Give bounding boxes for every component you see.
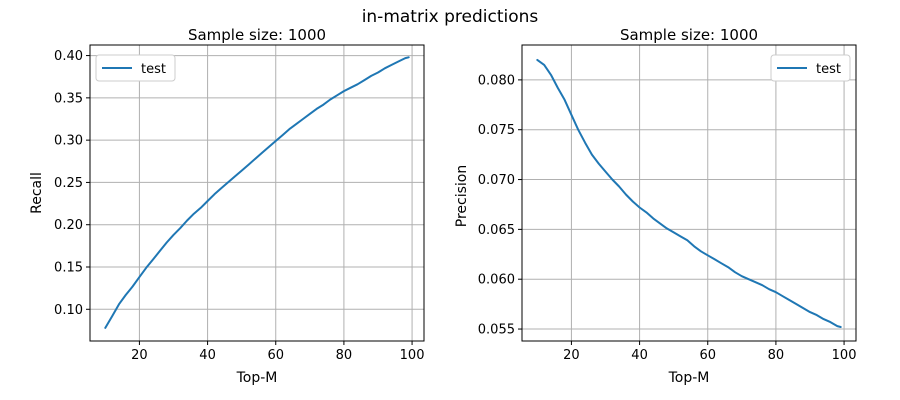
precision-legend-box [770, 54, 851, 82]
precision-y-tick-label: 0.080 [478, 73, 515, 88]
recall-x-tick-label: 80 [336, 348, 353, 363]
precision-y-tick-label: 0.075 [478, 123, 515, 138]
recall-series [104, 56, 410, 329]
recall-y-ticks: 0.10 0.15 0.20 0.25 0.30 0.35 0.40 [54, 49, 90, 318]
precision-test-series-line [536, 58, 842, 328]
recall-x-tick-label: 100 [400, 348, 425, 363]
recall-y-tick-label: 0.35 [54, 91, 83, 106]
recall-y-tick-label: 0.10 [54, 303, 83, 318]
precision-y-tick-label: 0.070 [478, 173, 515, 188]
precision-x-axis-label: Top-M [668, 370, 710, 386]
recall-y-axis-label: Recall [29, 172, 45, 214]
precision-y-tick-label: 0.060 [478, 273, 515, 288]
precision-y-tick-label: 0.055 [478, 323, 515, 338]
precision-x-tick-label: 80 [768, 348, 785, 363]
precision-legend: test [770, 54, 851, 82]
recall-y-tick-label: 0.15 [54, 261, 83, 276]
precision-x-tick-label: 20 [563, 348, 580, 363]
recall-legend-label: test [141, 62, 166, 77]
precision-x-ticks: 20 40 60 80 100 [563, 341, 856, 363]
recall-y-tick-label: 0.40 [54, 49, 83, 64]
recall-y-tick-label: 0.20 [54, 218, 83, 233]
precision-legend-label: test [816, 62, 841, 77]
precision-panel: 20 40 60 80 100 0.0550.0600.0650.0700.0750.0… [454, 26, 857, 386]
precision-y-tick-label: 0.065 [478, 223, 515, 238]
recall-x-axis-label: Top-M [236, 370, 278, 386]
recall-y-tick-label: 0.30 [54, 134, 83, 149]
precision-x-tick-label: 40 [631, 348, 648, 363]
recall-grid [90, 45, 424, 341]
figure-suptitle: in-matrix predictions [362, 7, 539, 27]
recall-test-series-line [104, 56, 410, 329]
precision-chart-title: Sample size: 1000 [620, 26, 758, 44]
recall-y-tick-label: 0.25 [54, 176, 83, 191]
precision-x-tick-label: 100 [832, 348, 857, 363]
precision-series [536, 58, 842, 328]
recall-x-ticks: 20 40 60 80 100 [131, 341, 424, 363]
recall-x-tick-label: 60 [267, 348, 284, 363]
recall-axes-frame [89, 44, 425, 342]
precision-x-tick-label: 60 [699, 348, 716, 363]
precision-axes-frame [521, 44, 857, 342]
recall-legend-box [95, 54, 176, 82]
precision-y-axis-label: Precision [454, 165, 470, 227]
recall-panel: 20 40 60 80 100 0.10 0.15 0.20 0.25 0.30 0.35 0.40… [29, 26, 425, 386]
recall-chart-title: Sample size: 1000 [188, 26, 326, 44]
precision-y-ticks: 0.055 0.060 0.065 0.070 0.075 0.080 [478, 73, 522, 338]
recall-x-tick-label: 20 [131, 348, 148, 363]
recall-x-tick-label: 40 [199, 348, 216, 363]
recall-legend: test [95, 54, 176, 82]
